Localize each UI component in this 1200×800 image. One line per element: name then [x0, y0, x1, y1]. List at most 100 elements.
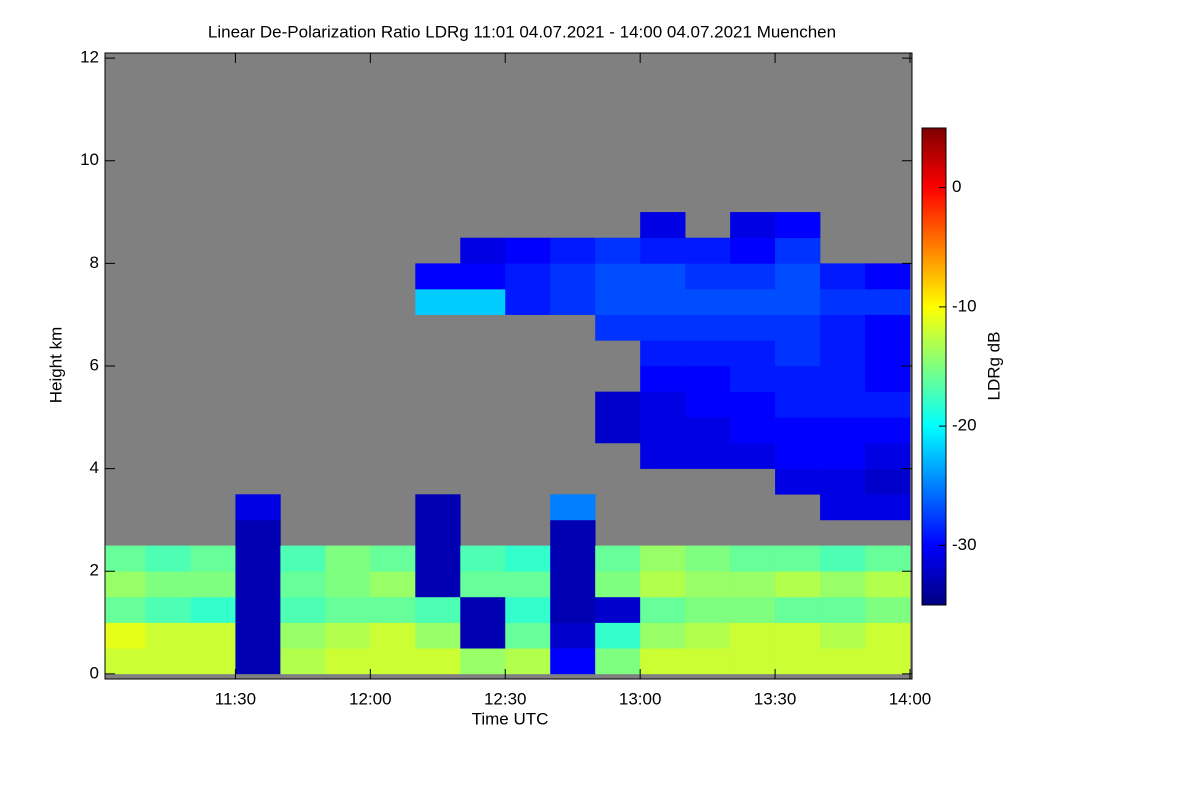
- heatmap-cell: [640, 622, 686, 649]
- heatmap-cell: [730, 212, 776, 239]
- heatmap-cell: [640, 442, 686, 469]
- heatmap-cell: [460, 263, 506, 290]
- heatmap-cell: [775, 622, 821, 649]
- heatmap-cell: [775, 596, 821, 623]
- heatmap-cell: [595, 417, 641, 444]
- heatmap-cell: [595, 596, 641, 623]
- y-tick-label: 10: [80, 150, 99, 169]
- colorbar: [921, 127, 947, 606]
- heatmap-cell: [415, 545, 461, 572]
- heatmap-cell: [415, 648, 461, 675]
- heatmap-cell: [775, 263, 821, 290]
- heatmap-cell: [595, 648, 641, 675]
- heatmap-cell: [505, 648, 551, 675]
- heatmap-cell: [640, 571, 686, 598]
- heatmap-cell: [415, 571, 461, 598]
- y-tick-label: 8: [90, 253, 99, 272]
- heatmap-cell: [370, 622, 416, 649]
- heatmap-cell: [865, 417, 911, 444]
- heatmap-cell: [460, 289, 506, 315]
- heatmap-cell: [550, 545, 596, 572]
- heatmap-cell: [820, 340, 866, 367]
- colorbar-label: LDRg dB: [984, 332, 1003, 401]
- x-tick-label: 13:00: [619, 689, 662, 708]
- heatmap-cell: [640, 314, 686, 341]
- heatmap-cell: [460, 596, 506, 623]
- heatmap-cell: [820, 314, 866, 341]
- heatmap-cell: [280, 648, 326, 675]
- y-tick-label: 2: [90, 561, 99, 580]
- heatmap-cell: [505, 289, 551, 315]
- heatmap-cell: [105, 545, 146, 572]
- heatmap-cell: [820, 545, 866, 572]
- heatmap-cell: [190, 571, 236, 598]
- heatmap-cell: [640, 366, 686, 392]
- heatmap-cell: [865, 648, 911, 675]
- heatmap-cell: [325, 571, 371, 598]
- heatmap-cell: [460, 545, 506, 572]
- colorbar-tick-label: -20: [952, 416, 977, 435]
- heatmap-cell: [640, 596, 686, 623]
- heatmap-cell: [820, 289, 866, 315]
- heatmap-cell: [505, 571, 551, 598]
- heatmap-cell: [415, 596, 461, 623]
- heatmap-cell: [235, 545, 281, 572]
- heatmap-cell: [685, 648, 731, 675]
- heatmap-cell: [640, 648, 686, 675]
- heatmap-cell: [325, 596, 371, 623]
- heatmap-cell: [595, 263, 641, 290]
- heatmap-cell: [820, 263, 866, 290]
- heatmap-cell: [595, 237, 641, 264]
- heatmap-cell: [190, 596, 236, 623]
- heatmap-cell: [460, 648, 506, 675]
- heatmap-cell: [775, 340, 821, 367]
- heatmap-cell: [460, 571, 506, 598]
- heatmap-cell: [865, 263, 911, 290]
- x-tick-label: 13:30: [754, 689, 797, 708]
- heatmap-cell: [865, 596, 911, 623]
- heatmap-cell: [775, 289, 821, 315]
- heatmap-cell: [235, 596, 281, 623]
- heatmap-cell: [685, 314, 731, 341]
- y-tick-label: 4: [90, 458, 99, 477]
- heatmap-cell: [595, 571, 641, 598]
- heatmap-cell: [865, 545, 911, 572]
- heatmap-cell: [865, 340, 911, 367]
- colorbar-tick-label: -30: [952, 535, 977, 554]
- heatmap-cell: [595, 622, 641, 649]
- chart-title: Linear De-Polarization Ratio LDRg 11:01 …: [208, 22, 836, 41]
- heatmap-cell: [685, 391, 731, 418]
- x-tick-label: 14:00: [889, 689, 932, 708]
- heatmap-cell: [865, 314, 911, 341]
- x-tick-label: 12:30: [484, 689, 527, 708]
- heatmap-cell: [280, 622, 326, 649]
- heatmap-cell: [775, 468, 821, 495]
- heatmap-cell: [595, 289, 641, 315]
- heatmap-cell: [235, 519, 281, 546]
- heatmap-cell: [280, 596, 326, 623]
- heatmap-cell: [685, 442, 731, 469]
- heatmap-cell: [280, 571, 326, 598]
- heatmap-cell: [820, 468, 866, 495]
- heatmap-cell: [730, 622, 776, 649]
- heatmap-cell: [640, 212, 686, 239]
- heatmap-cell: [505, 263, 551, 290]
- heatmap-cell: [370, 545, 416, 572]
- heatmap-cell: [550, 648, 596, 675]
- heatmap-cell: [730, 417, 776, 444]
- heatmap-cell: [595, 545, 641, 572]
- heatmap-cell: [685, 366, 731, 392]
- heatmap-cell: [505, 545, 551, 572]
- heatmap-cell: [820, 417, 866, 444]
- heatmap-cell: [505, 237, 551, 264]
- heatmap-cell: [775, 442, 821, 469]
- heatmap-cell: [235, 622, 281, 649]
- heatmap-cell: [820, 366, 866, 392]
- heatmap-cell: [865, 468, 911, 495]
- heatmap-cell: [640, 289, 686, 315]
- y-tick-label: 6: [90, 355, 99, 374]
- heatmap-cell: [550, 596, 596, 623]
- heatmap-cell: [550, 263, 596, 290]
- heatmap-cell: [820, 442, 866, 469]
